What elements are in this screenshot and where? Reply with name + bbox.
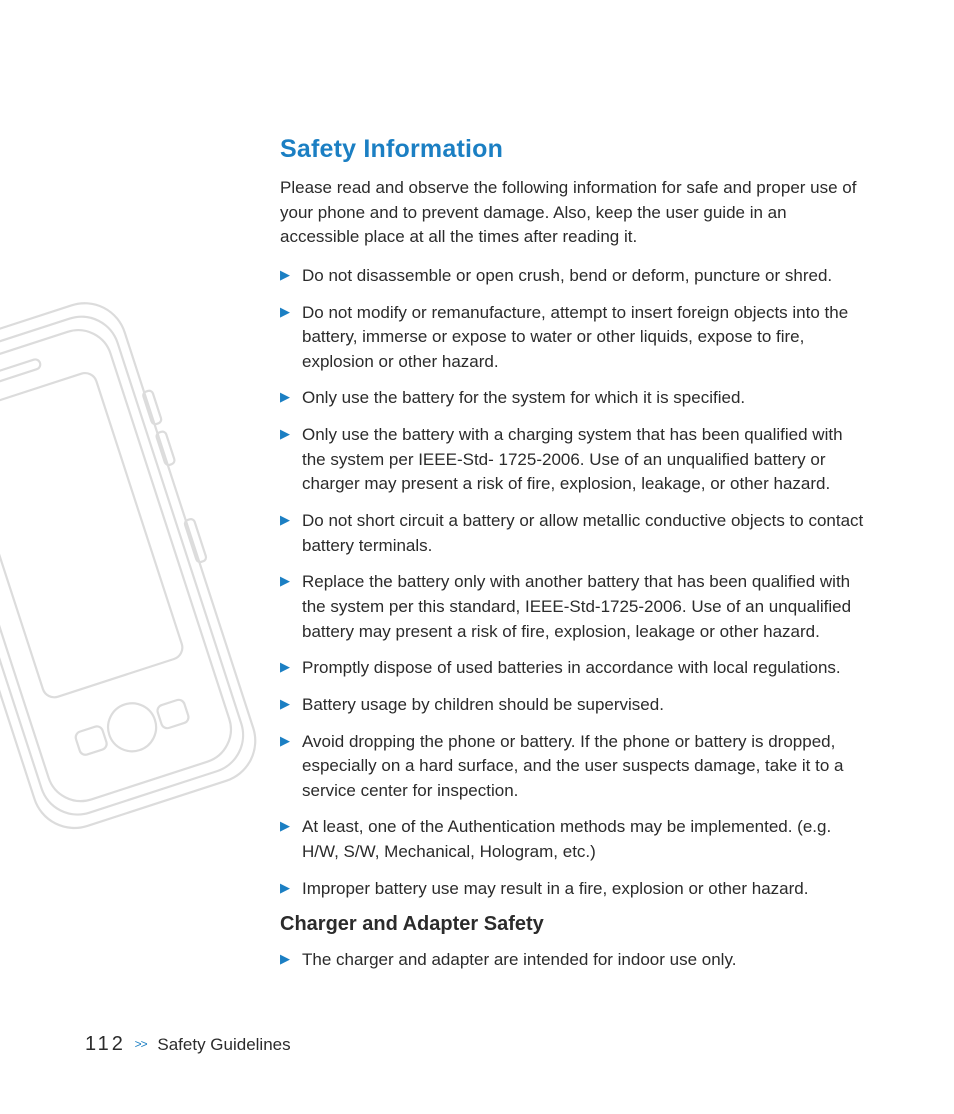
- phone-illustration: [0, 300, 260, 860]
- list-item: Do not short circuit a battery or allow …: [280, 509, 870, 558]
- list-item: The charger and adapter are intended for…: [280, 948, 870, 973]
- charger-bullet-list: The charger and adapter are intended for…: [280, 948, 870, 973]
- safety-bullet-list: Do not disassemble or open crush, bend o…: [280, 264, 870, 901]
- list-item: Do not modify or remanufacture, attempt …: [280, 301, 870, 375]
- list-item: Do not disassemble or open crush, bend o…: [280, 264, 870, 289]
- list-item: Replace the battery only with another ba…: [280, 570, 870, 644]
- list-item: Only use the battery with a charging sys…: [280, 423, 870, 497]
- list-item: Improper battery use may result in a fir…: [280, 877, 870, 902]
- list-item: Battery usage by children should be supe…: [280, 693, 870, 718]
- main-content: Safety Information Please read and obser…: [280, 135, 870, 985]
- page-footer: 112 >> Safety Guidelines: [85, 1033, 291, 1056]
- footer-label: Safety Guidelines: [157, 1035, 290, 1054]
- list-item: At least, one of the Authentication meth…: [280, 815, 870, 864]
- section-title: Safety Information: [280, 135, 870, 164]
- list-item: Only use the battery for the system for …: [280, 386, 870, 411]
- chevron-icon: >>: [135, 1037, 147, 1051]
- page-number: 112: [85, 1033, 126, 1055]
- section-intro: Please read and observe the following in…: [280, 176, 870, 250]
- list-item: Avoid dropping the phone or battery. If …: [280, 730, 870, 804]
- subsection-title: Charger and Adapter Safety: [280, 913, 870, 936]
- list-item: Promptly dispose of used batteries in ac…: [280, 656, 870, 681]
